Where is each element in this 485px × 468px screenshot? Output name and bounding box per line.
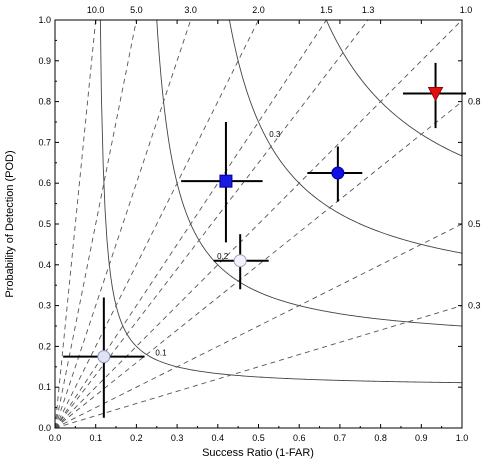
bias-line bbox=[55, 20, 259, 428]
x-tick-label: 0.1 bbox=[89, 433, 102, 443]
csi-contour bbox=[228, 20, 462, 254]
y-tick-label: 0.0 bbox=[38, 423, 51, 433]
data-point bbox=[63, 297, 145, 418]
bias-label: 1.5 bbox=[320, 5, 333, 15]
csi-label: 0.3 bbox=[269, 130, 281, 139]
y-tick-label: 0.1 bbox=[38, 382, 51, 392]
x-tick-label: 0.6 bbox=[293, 433, 306, 443]
bias-label: 5.0 bbox=[130, 5, 143, 15]
data-points bbox=[63, 62, 467, 418]
y-axis-label: Probability of Detection (POD) bbox=[4, 150, 16, 297]
bias-line bbox=[55, 20, 137, 428]
y-tick-label: 0.2 bbox=[38, 341, 51, 351]
x-tick-label: 0.7 bbox=[334, 433, 347, 443]
y-tick-label: 0.9 bbox=[38, 56, 51, 66]
y-tick-label: 0.7 bbox=[38, 137, 51, 147]
bias-line bbox=[55, 305, 462, 428]
data-point bbox=[213, 234, 269, 290]
data-point bbox=[181, 122, 263, 243]
x-tick-label: 1.0 bbox=[456, 433, 469, 443]
y-tick-label: 0.6 bbox=[38, 178, 51, 188]
bias-label: 3.0 bbox=[184, 5, 197, 15]
y-tick-label: 0.4 bbox=[38, 260, 51, 270]
circle-marker bbox=[233, 254, 247, 268]
csi-labels: 0.10.20.30.40.50.60.70.80.9 bbox=[155, 130, 281, 358]
data-point bbox=[402, 62, 467, 129]
bias-label: 0.5 bbox=[468, 219, 481, 229]
circle-marker bbox=[97, 350, 111, 364]
bias-label: 1.3 bbox=[362, 5, 375, 15]
x-tick-label: 0.5 bbox=[252, 433, 265, 443]
x-tick-label: 0.9 bbox=[415, 433, 428, 443]
csi-label: 0.1 bbox=[155, 348, 167, 357]
x-tick-label: 0.0 bbox=[49, 433, 62, 443]
data-point bbox=[307, 146, 363, 202]
square-marker bbox=[219, 174, 233, 188]
triangle-marker bbox=[427, 86, 444, 102]
bias-label: 2.0 bbox=[252, 5, 265, 15]
csi-label: 0.2 bbox=[217, 252, 229, 261]
x-axis-label: Success Ratio (1-FAR) bbox=[202, 447, 314, 459]
y-tick-label: 1.0 bbox=[38, 15, 51, 25]
bias-line bbox=[55, 101, 462, 428]
bias-label: 10.0 bbox=[87, 5, 105, 15]
axis-ticks: 0.0 0.1 0.2 0.3 0.4 0.5 0.6 0.7 0.8 0.9 1.0 0.0 0.1 0… bbox=[38, 15, 468, 443]
csi-contour bbox=[99, 20, 462, 384]
x-tick-label: 0.3 bbox=[171, 433, 184, 443]
bias-line bbox=[55, 20, 462, 428]
y-tick-label: 0.8 bbox=[38, 97, 51, 107]
x-tick-label: 0.2 bbox=[130, 433, 143, 443]
bias-labels: 10.0 5.0 3.0 2.0 1.5 1.3 1.0 0.8 0.5 0.3 bbox=[87, 5, 481, 311]
bias-label: 0.3 bbox=[468, 301, 481, 311]
circle-marker bbox=[331, 166, 345, 180]
bias-label: 0.8 bbox=[468, 97, 481, 107]
y-tick-label: 0.3 bbox=[38, 301, 51, 311]
bias-label: 1.0 bbox=[460, 5, 473, 15]
x-tick-label: 0.8 bbox=[374, 433, 387, 443]
y-tick-label: 0.5 bbox=[38, 219, 51, 229]
bias-line bbox=[55, 223, 462, 428]
x-tick-label: 0.4 bbox=[212, 433, 225, 443]
